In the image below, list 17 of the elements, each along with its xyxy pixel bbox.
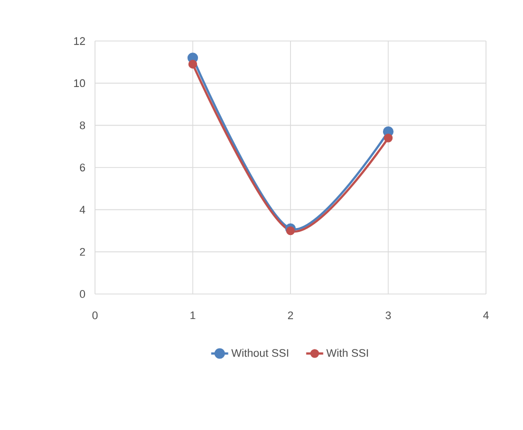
- x-tick-label: 3: [386, 311, 391, 320]
- x-tick-label: 2: [288, 311, 293, 320]
- y-tick-label: 2: [80, 248, 85, 256]
- legend-label: Without SSI: [231, 348, 288, 357]
- y-tick-label: 0: [80, 290, 86, 298]
- x-tick-label: 1: [190, 311, 196, 320]
- x-tick-label: 0: [92, 311, 98, 320]
- y-tick-label: 12: [74, 37, 85, 45]
- x-tick-label: 4: [483, 311, 489, 320]
- point: [286, 226, 295, 236]
- point: [188, 60, 198, 69]
- y-tick-label: 8: [80, 121, 86, 130]
- point: [384, 134, 393, 142]
- y-tick-label: 4: [80, 206, 86, 214]
- y-tick-label: 6: [80, 164, 86, 172]
- legend-label: With SSI: [326, 348, 368, 357]
- y-tick-label: 10: [74, 79, 86, 88]
